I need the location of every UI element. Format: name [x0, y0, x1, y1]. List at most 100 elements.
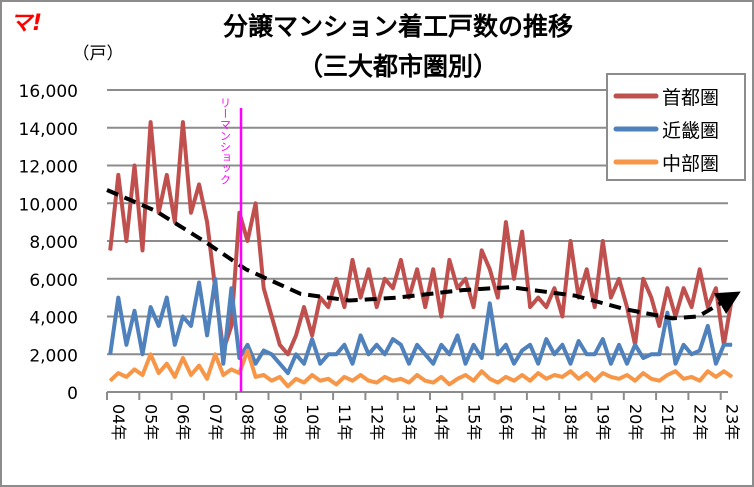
- data-point: [586, 372, 588, 374]
- data-point: [626, 363, 628, 365]
- y-tick-label: 16,000: [19, 82, 78, 102]
- data-point: [432, 382, 434, 384]
- data-point: [238, 357, 240, 359]
- data-point: [570, 363, 572, 365]
- data-point: [190, 374, 192, 376]
- data-point: [351, 380, 353, 382]
- y-axis-unit: （戸）: [73, 44, 124, 64]
- x-tick-label: 04年: [109, 404, 128, 440]
- data-point: [343, 306, 345, 308]
- data-point: [723, 370, 725, 372]
- data-point: [513, 363, 515, 365]
- x-tick-label: 18年: [561, 404, 580, 440]
- data-point: [650, 353, 652, 355]
- x-tick-label: 05年: [141, 404, 160, 440]
- data-point: [666, 374, 668, 376]
- data-point: [222, 363, 224, 365]
- data-point: [715, 363, 717, 365]
- data-point: [166, 363, 168, 365]
- data-point: [497, 382, 499, 384]
- y-tick-label: 14,000: [19, 120, 78, 140]
- data-point: [230, 287, 232, 289]
- lehman-shock-label: リーマンショック: [219, 97, 232, 185]
- data-point: [279, 344, 281, 346]
- x-tick-label: 14年: [432, 404, 451, 440]
- data-point: [521, 231, 523, 233]
- data-point: [578, 378, 580, 380]
- data-point: [440, 376, 442, 378]
- data-point: [448, 383, 450, 385]
- data-point: [303, 363, 305, 365]
- data-point: [222, 374, 224, 376]
- data-point: [691, 376, 693, 378]
- data-point: [691, 353, 693, 355]
- chart-subtitle: （三大都市圏別）: [298, 52, 498, 81]
- data-point: [117, 372, 119, 374]
- data-point: [578, 340, 580, 342]
- x-tick-label: 08年: [238, 404, 257, 440]
- data-point: [327, 306, 329, 308]
- data-point: [594, 380, 596, 382]
- data-point: [666, 287, 668, 289]
- data-point: [570, 370, 572, 372]
- x-tick-label: 10年: [303, 404, 322, 440]
- data-point: [125, 376, 127, 378]
- data-point: [133, 165, 135, 166]
- data-point: [327, 378, 329, 380]
- data-point: [529, 344, 531, 346]
- data-point: [634, 380, 636, 382]
- data-point: [376, 344, 378, 346]
- data-point: [279, 376, 281, 378]
- data-point: [456, 287, 458, 289]
- data-point: [360, 334, 362, 336]
- data-point: [731, 297, 733, 299]
- data-point: [561, 316, 563, 317]
- data-point: [489, 268, 491, 270]
- data-point: [287, 385, 289, 387]
- x-tick-label: 23年: [723, 404, 742, 440]
- data-point: [707, 325, 709, 327]
- data-point: [400, 344, 402, 346]
- data-point: [674, 363, 676, 365]
- data-point: [360, 297, 362, 299]
- x-tick-label: 13年: [400, 404, 419, 440]
- data-point: [545, 338, 547, 340]
- legend-label: 首都圏: [662, 87, 719, 109]
- y-tick-label: 12,000: [19, 158, 78, 178]
- data-point: [634, 344, 636, 346]
- x-tick-label: 16年: [497, 404, 516, 440]
- data-point: [263, 287, 265, 289]
- data-point: [182, 357, 184, 359]
- data-point: [610, 363, 612, 365]
- x-tick-label: 19年: [594, 404, 613, 440]
- data-point: [537, 297, 539, 299]
- data-point: [117, 174, 119, 176]
- data-point: [174, 376, 176, 378]
- data-point: [392, 380, 394, 382]
- data-point: [206, 221, 208, 223]
- data-point: [214, 278, 216, 280]
- data-point: [674, 370, 676, 372]
- data-point: [190, 325, 192, 327]
- data-point: [166, 174, 168, 176]
- data-point: [432, 363, 434, 365]
- data-point: [707, 306, 709, 308]
- data-point: [109, 353, 111, 355]
- data-point: [723, 344, 725, 346]
- x-tick-label: 12年: [367, 404, 386, 440]
- data-point: [150, 121, 152, 123]
- data-point: [586, 353, 588, 355]
- data-point: [594, 353, 596, 355]
- data-point: [715, 376, 717, 378]
- data-point: [230, 325, 232, 327]
- y-tick-label: 10,000: [19, 195, 78, 215]
- data-point: [424, 353, 426, 355]
- y-tick-label: 4,000: [29, 309, 78, 329]
- y-tick-label: 8,000: [29, 233, 78, 253]
- data-point: [279, 363, 281, 365]
- data-point: [618, 378, 620, 380]
- data-point: [416, 374, 418, 376]
- data-point: [392, 287, 394, 289]
- data-point: [198, 282, 200, 284]
- data-point: [238, 372, 240, 374]
